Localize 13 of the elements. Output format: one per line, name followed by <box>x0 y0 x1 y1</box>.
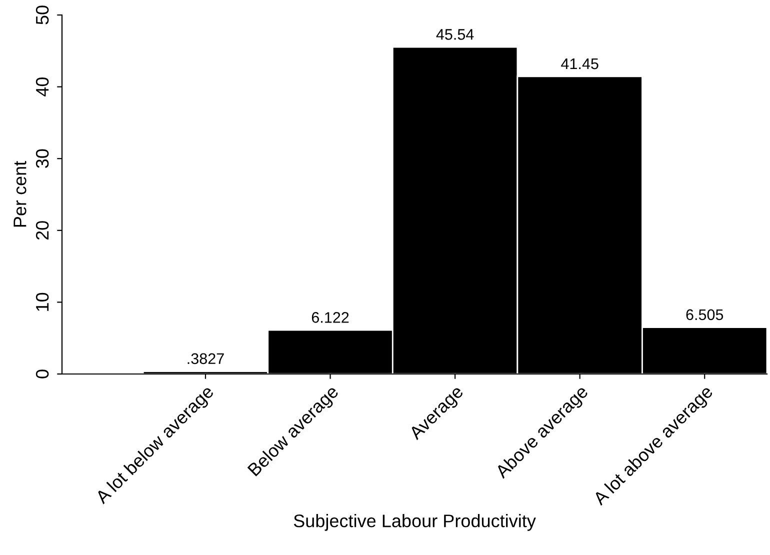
data-label: 41.45 <box>561 58 598 70</box>
y-tick-label: 10 <box>36 292 49 311</box>
data-label: 6.505 <box>686 309 724 320</box>
data-label: .3827 <box>188 353 224 364</box>
y-axis-title: Per cent <box>14 161 26 227</box>
y-tick-label: 0 <box>36 370 49 378</box>
y-tick-label: 30 <box>36 149 49 168</box>
x-axis-title: Subjective Labour Productivity <box>294 514 536 531</box>
y-tick-label: 50 <box>36 6 49 24</box>
y-tick-label: 20 <box>36 221 49 240</box>
data-label: 45.54 <box>436 29 474 40</box>
y-tick-label: 40 <box>36 77 49 96</box>
data-label: 6.122 <box>312 312 349 323</box>
